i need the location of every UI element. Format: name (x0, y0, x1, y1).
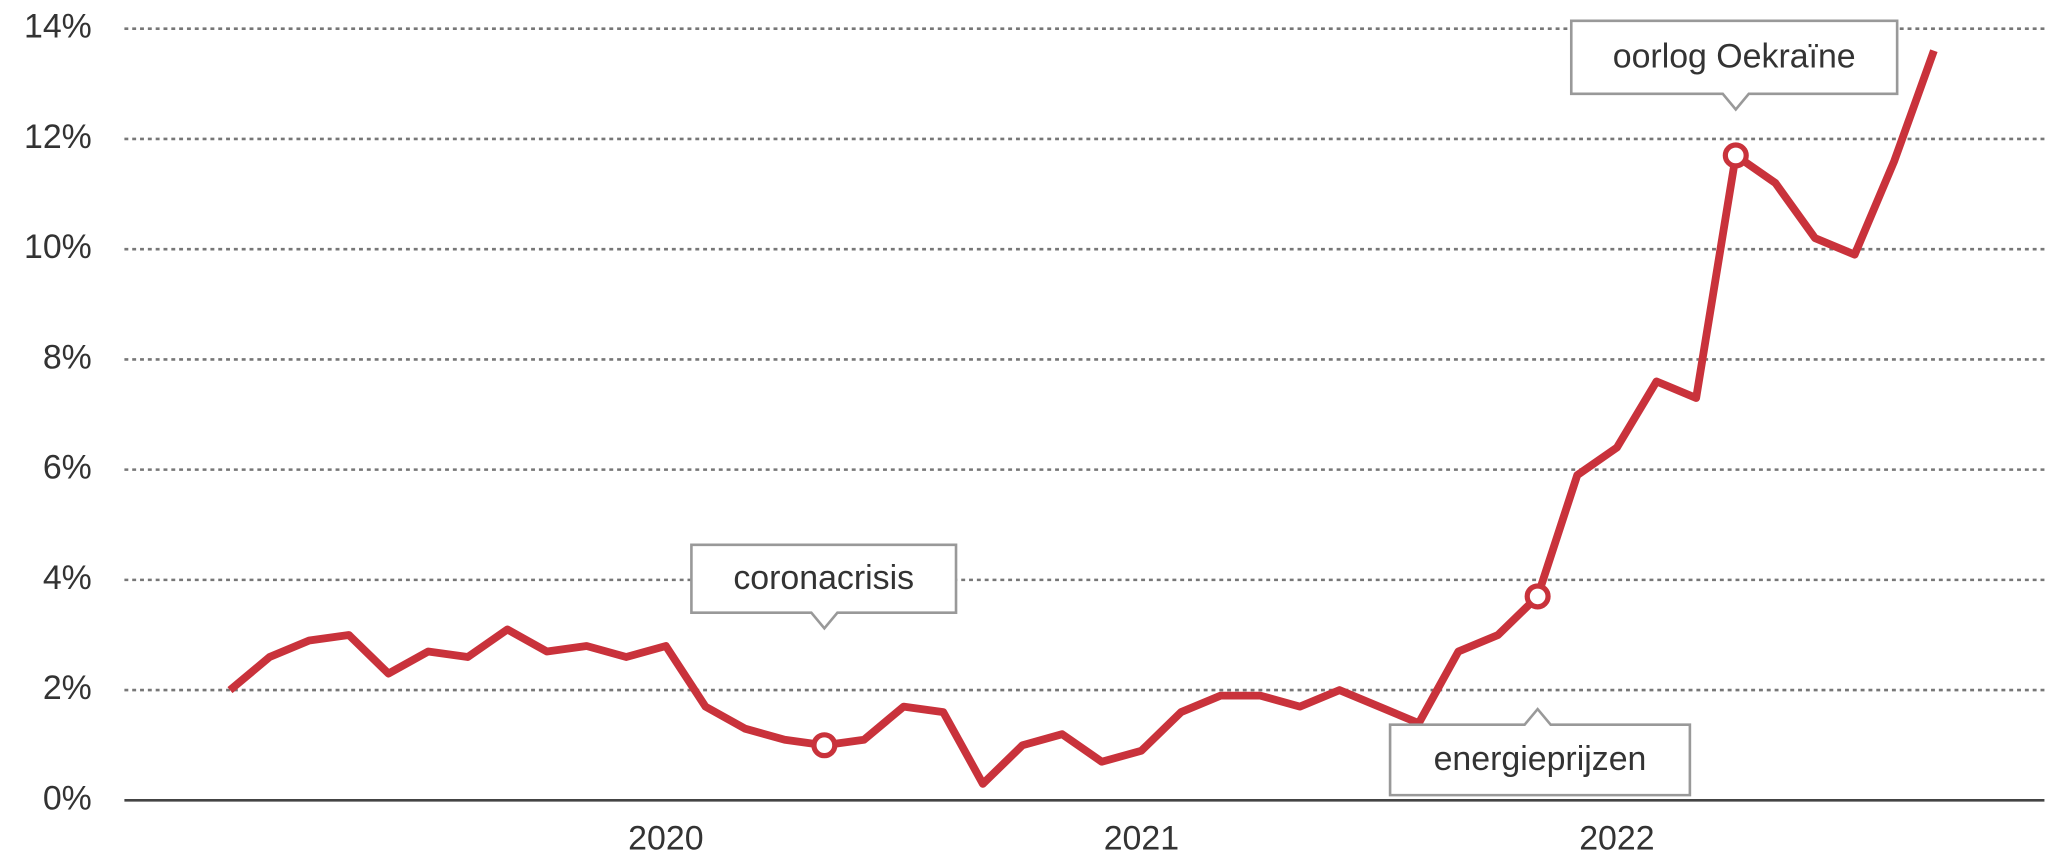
marker (1524, 583, 1551, 610)
y-tick-label: 12% (24, 118, 92, 156)
marker (811, 732, 838, 759)
marker (1722, 142, 1749, 169)
x-tick-label: 2022 (1579, 820, 1654, 858)
annotation: oorlog Oekraïne (1613, 38, 1856, 76)
callout-box (690, 543, 958, 631)
x-tick-label: 2020 (628, 820, 703, 858)
y-tick-label: 14% (24, 8, 92, 46)
annotation: coronacrisis (733, 559, 914, 597)
annotation: energieprijzen (1434, 740, 1647, 778)
y-tick-label: 4% (43, 559, 92, 597)
y-tick-label: 0% (43, 779, 92, 817)
callout-box (1569, 19, 1899, 112)
callout-box (1388, 707, 1692, 797)
y-tick-label: 8% (43, 338, 92, 376)
data-line (227, 49, 1938, 788)
y-tick-label: 2% (43, 669, 92, 707)
y-tick-label: 10% (24, 228, 92, 266)
x-tick-label: 2021 (1104, 820, 1179, 858)
y-tick-label: 6% (43, 449, 92, 487)
